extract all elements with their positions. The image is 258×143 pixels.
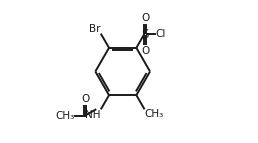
Text: O: O [141, 13, 149, 23]
Text: Br: Br [89, 24, 101, 34]
Text: CH₃: CH₃ [145, 109, 164, 119]
Text: S: S [141, 28, 149, 41]
Text: NH: NH [85, 110, 101, 120]
Text: O: O [81, 94, 90, 104]
Text: Cl: Cl [156, 29, 166, 39]
Text: CH₃: CH₃ [55, 111, 75, 121]
Text: O: O [141, 46, 149, 56]
